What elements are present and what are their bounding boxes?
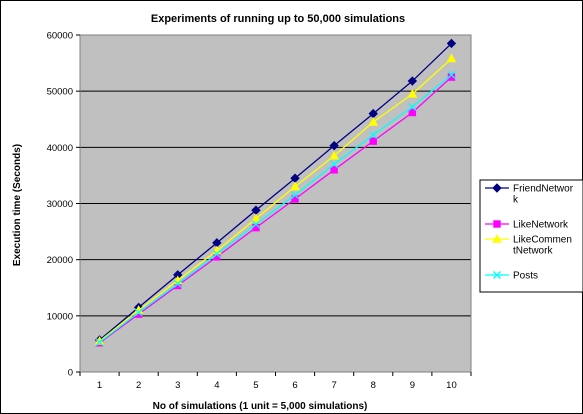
data-point xyxy=(407,88,418,98)
y-tick-label: 20000 xyxy=(47,255,73,266)
y-tick-label: 50000 xyxy=(47,87,73,98)
marker-stroke xyxy=(173,279,182,288)
marker-stroke xyxy=(291,191,300,200)
data-point xyxy=(407,76,418,86)
data-point xyxy=(330,160,339,169)
series-posts xyxy=(95,70,456,347)
legend-label-line: Posts xyxy=(513,271,538,282)
y-axis-label: Execution time (Seconds) xyxy=(12,144,23,266)
y-tick-label: 0 xyxy=(68,368,73,379)
marker-stroke xyxy=(493,271,501,279)
legend-item-posts: Posts xyxy=(485,271,538,282)
legend-marker xyxy=(493,271,501,279)
legend-marker xyxy=(493,220,501,228)
marker-stroke xyxy=(251,220,260,229)
legend-label: LikeCommen tNetwork xyxy=(513,235,572,257)
data-point xyxy=(291,191,300,200)
data-point xyxy=(251,213,261,223)
data-point xyxy=(446,38,457,49)
x-tick-label: 5 xyxy=(253,380,258,391)
marker-stroke xyxy=(95,338,104,347)
data-point xyxy=(290,181,300,191)
legend-item-likenetwork: LikeNetwork xyxy=(485,220,569,231)
marker-stroke xyxy=(369,131,378,139)
series-line-likenetwork xyxy=(99,76,452,344)
legend-label: FriendNetwor k xyxy=(513,184,574,206)
legend-label: Posts xyxy=(513,271,538,282)
legend-item-likecommentnetwork: LikeCommen tNetwork xyxy=(485,233,572,257)
legend-label-line: FriendNetwor xyxy=(513,184,574,195)
legend-label-line: LikeCommen xyxy=(513,235,572,246)
data-point xyxy=(329,150,339,160)
x-tick-label: 1 xyxy=(97,380,102,391)
x-tick-label: 2 xyxy=(136,380,141,391)
x-tick-label: 3 xyxy=(175,380,180,391)
x-axis-label: No of simulations (1 unit = 5,000 simula… xyxy=(153,401,368,412)
series-line-posts xyxy=(99,74,452,343)
legend-marker xyxy=(492,233,502,243)
data-point xyxy=(408,108,417,117)
series-line-friendnetwork xyxy=(99,42,452,341)
y-tick-label: 40000 xyxy=(47,143,73,154)
legend-marker xyxy=(492,183,502,193)
x-tick-label: 10 xyxy=(446,380,457,391)
data-point xyxy=(446,53,457,63)
marker-stroke xyxy=(408,102,417,111)
legend-label-line: tNetwork xyxy=(513,246,553,257)
x-tick-label: 4 xyxy=(214,380,219,391)
data-point xyxy=(408,102,417,111)
data-point xyxy=(368,117,379,126)
data-point xyxy=(173,279,182,288)
x-ticks: 1 2 3 4 5 6 7 8 9 10 xyxy=(79,372,472,391)
marker-stroke xyxy=(134,308,143,317)
data-point xyxy=(447,70,456,79)
x-tick-label: 8 xyxy=(371,380,376,391)
y-tick-label: 60000 xyxy=(47,31,73,42)
series-line-likecommentnetwork xyxy=(99,58,452,342)
y-tick-label: 10000 xyxy=(47,311,73,322)
y-ticks: 0 10000 20000 30000 40000 50000 60000 xyxy=(47,31,80,379)
x-tick-label: 7 xyxy=(332,380,337,391)
data-point xyxy=(95,338,104,347)
data-point xyxy=(369,131,378,139)
series-likecommentnetwork xyxy=(94,53,457,345)
series-friendnetwork xyxy=(94,38,457,345)
x-tick-label: 9 xyxy=(410,380,415,391)
series-layer xyxy=(94,38,457,347)
marker-stroke xyxy=(212,250,221,259)
data-point xyxy=(330,166,338,174)
legend: FriendNetwor k LikeNetwork LikeCommen tNetwo… xyxy=(479,179,583,293)
data-point xyxy=(369,137,377,145)
marker-stroke xyxy=(447,70,456,79)
data-point xyxy=(251,220,260,229)
legend-item-friendnetwork: FriendNetwor k xyxy=(485,183,574,206)
data-point xyxy=(212,250,221,259)
y-tick-label: 30000 xyxy=(47,199,73,210)
legend-label-line: k xyxy=(513,195,519,206)
marker-stroke xyxy=(330,160,339,169)
x-tick-label: 6 xyxy=(292,380,297,391)
data-point xyxy=(134,308,143,317)
chart-title: Experiments of running up to 50,000 simu… xyxy=(151,13,405,25)
data-point xyxy=(329,140,339,151)
legend-label-line: LikeNetwork xyxy=(513,220,569,231)
legend-label: LikeNetwork xyxy=(513,220,569,231)
